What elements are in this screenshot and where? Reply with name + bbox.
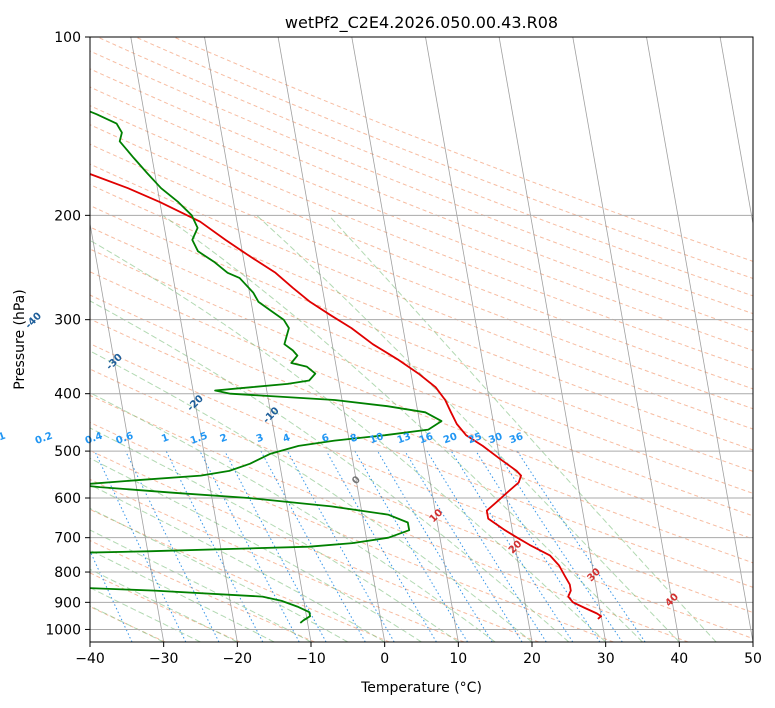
x-tick-label: 40 — [670, 651, 688, 667]
x-tick-label: −20 — [223, 651, 253, 667]
dry-adiabat — [90, 163, 753, 430]
mixing-ratio-label: 1 — [160, 432, 170, 445]
y-tick-label: 100 — [54, 30, 81, 46]
isotherm-line — [498, 37, 607, 642]
moist-adiabat — [90, 239, 607, 642]
x-axis: −40 −30 −20 −10 0 10 20 30 40 50 — [75, 642, 762, 667]
x-tick-label: 10 — [449, 651, 467, 667]
dry-adiabat — [90, 226, 753, 494]
dry-adiabat — [90, 143, 753, 410]
mixing-ratio-line — [377, 450, 493, 642]
dry-adiabat — [90, 271, 753, 540]
mixing-ratio-line — [260, 450, 366, 642]
moist-adiabat — [90, 427, 459, 642]
y-tick-label: 200 — [54, 208, 81, 224]
mixing-ratio-label: 30 — [487, 431, 504, 446]
y-tick-label: 400 — [54, 387, 81, 403]
mixing-ratio-label: 25 — [467, 431, 484, 446]
y-tick-label: 700 — [54, 531, 81, 547]
mixing-ratio-label: 13 — [396, 431, 413, 446]
x-tick-label: 50 — [744, 651, 762, 667]
mixing-ratio-label: 6 — [320, 432, 330, 445]
mixing-ratio-label: 16 — [418, 431, 435, 446]
dry-adiabat — [90, 105, 753, 370]
moist-adiabat — [162, 214, 643, 642]
moist-adiabat — [90, 529, 312, 642]
isotherm-line — [351, 37, 459, 642]
mixing-ratio-label: 3 — [255, 432, 265, 445]
isotherm-line — [90, 221, 165, 642]
mixing-ratio-line — [404, 450, 523, 642]
x-tick-label: −10 — [296, 651, 326, 667]
moist-adiabat — [90, 392, 496, 642]
moist-adiabat — [90, 587, 201, 642]
mixing-ratio-line — [125, 450, 220, 642]
dry-adiabat — [97, 37, 753, 297]
x-tick-label: 0 — [380, 651, 389, 667]
mixing-ratio-label: 8 — [349, 432, 359, 445]
mixing-ratio-label: 0.1 — [0, 431, 7, 447]
y-tick-label: 900 — [54, 595, 81, 611]
isotherm-line — [646, 37, 753, 642]
isotherm-line — [130, 37, 238, 642]
y-tick-label: 800 — [54, 565, 81, 581]
x-tick-label: −40 — [75, 651, 105, 667]
x-tick-label: 30 — [597, 651, 615, 667]
isotherm-line — [572, 37, 680, 642]
moist-adiabat — [90, 507, 349, 642]
chart-title: wetPf2_C2E4.2026.050.00.43.R08 — [285, 13, 558, 33]
mixing-ratio-line — [475, 450, 601, 642]
profile-lines — [90, 110, 602, 624]
mixing-ratio-label: 4 — [281, 432, 291, 445]
isotherm-line — [204, 37, 312, 642]
background-lines — [90, 37, 753, 642]
moist-adiabat — [90, 549, 275, 642]
mixing-ratio-label: 36 — [508, 431, 525, 446]
mixing-ratio-line — [287, 450, 395, 642]
y-tick-label: 300 — [54, 313, 81, 329]
moist-adiabat — [90, 568, 238, 642]
dry-adiabat — [90, 86, 753, 352]
moist-adiabat — [256, 214, 680, 642]
dry-adiabat — [90, 449, 539, 642]
mixing-ratio-label: 20 — [442, 431, 459, 446]
mixing-ratio-label: 10 — [368, 431, 385, 446]
mixing-ratio-line — [450, 450, 574, 642]
mixing-ratio-line — [224, 450, 327, 642]
y-axis-title: Pressure (hPa) — [12, 289, 28, 389]
x-tick-label: 20 — [523, 651, 541, 667]
mixing-ratio-line — [516, 450, 646, 642]
mixing-ratio-line — [426, 450, 547, 642]
moist-adiabat — [90, 350, 533, 642]
dry-adiabat — [90, 508, 390, 642]
temperature-line — [90, 173, 602, 620]
plot-frame — [89, 36, 754, 643]
mixing-ratio-line — [496, 450, 623, 642]
y-axis: 100 200 300 400 500 600 700 800 900 1000 — [45, 30, 90, 638]
moist-adiabat — [328, 214, 717, 642]
mixing-ratio-label: 2 — [219, 432, 229, 445]
moist-adiabat — [90, 605, 164, 642]
x-axis-title: Temperature (°C) — [360, 680, 482, 696]
y-tick-label: 600 — [54, 491, 81, 507]
dry-adiabat — [90, 343, 753, 614]
isotherm-line — [719, 37, 753, 227]
moist-adiabat — [90, 484, 385, 642]
y-tick-label: 1000 — [45, 622, 81, 638]
dry-adiabat — [90, 394, 689, 642]
y-tick-label: 500 — [54, 444, 81, 460]
mixing-ratio-line — [199, 450, 300, 642]
dry-adiabat — [90, 572, 241, 642]
isotherm-line — [425, 37, 533, 642]
dry-adiabat — [90, 50, 753, 315]
dry-adiabat — [90, 204, 753, 472]
dewpoint-line — [90, 110, 443, 624]
x-tick-label: −30 — [149, 651, 179, 667]
